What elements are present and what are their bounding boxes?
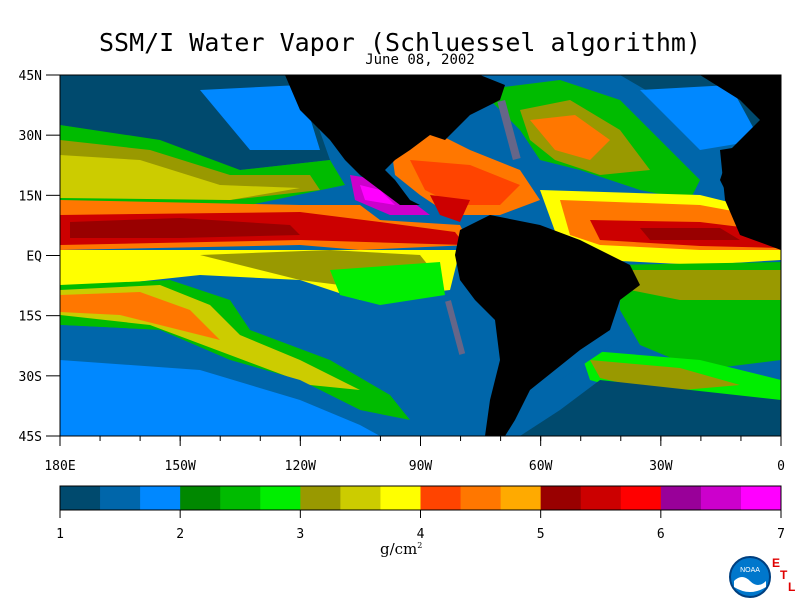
lat-label: EQ <box>26 250 42 265</box>
africa <box>720 140 781 250</box>
north-america <box>285 75 505 205</box>
colorbar-label: 4 <box>417 527 425 542</box>
lon-label: 90W <box>409 459 433 474</box>
noaa-logo: NOAA <box>729 556 771 598</box>
colorbar-swatch <box>660 486 702 510</box>
lon-label: 120W <box>285 459 316 474</box>
colorbar-label: 5 <box>537 527 545 542</box>
colorbar-unit: g/cm2 <box>380 540 423 558</box>
colorbar-swatch <box>340 486 381 510</box>
colorbar-swatch <box>180 486 221 510</box>
colorbar-swatch <box>300 486 341 510</box>
south-america <box>455 215 640 436</box>
colorbar-label: 2 <box>176 527 184 542</box>
lat-label: 45N <box>19 69 42 84</box>
colorbar-swatch <box>500 486 542 510</box>
map-field <box>60 75 781 436</box>
lon-label: 60W <box>529 459 553 474</box>
colorbar-swatch <box>540 486 582 510</box>
lon-label: 0 <box>777 459 785 474</box>
lat-label: 15S <box>19 310 42 325</box>
colorbar-label: 1 <box>56 527 64 542</box>
etl-letter-t: T <box>780 568 788 582</box>
lat-label: 15N <box>19 189 42 204</box>
chart-title: SSM/I Water Vapor (Schluessel algorithm) <box>98 28 702 57</box>
lon-label: 30W <box>649 459 673 474</box>
colorbar-swatch <box>100 486 141 510</box>
lon-label: 150W <box>165 459 196 474</box>
longitude-axis: 180E 150W 120W 90W 60W 30W 0 <box>44 436 785 474</box>
colorbar-swatch <box>460 486 502 510</box>
lon-label: 180E <box>44 459 75 474</box>
colorbar-swatch <box>580 486 622 510</box>
svg-text:NOAA: NOAA <box>740 567 760 574</box>
lat-label: 30N <box>19 129 42 144</box>
colorbar-label: 3 <box>296 527 304 542</box>
colorbar-swatch <box>60 486 101 510</box>
chart-date: June 08, 2002 <box>365 52 475 68</box>
lat-label: 45S <box>19 430 42 445</box>
colorbar-swatch <box>420 486 462 510</box>
colorbar-swatch <box>260 486 301 510</box>
colorbar-swatch <box>380 486 421 510</box>
colorbar-swatch <box>220 486 261 510</box>
colorbar-swatch <box>700 486 742 510</box>
lat-label: 30S <box>19 370 42 385</box>
etl-letter-e: E <box>772 556 781 570</box>
latitude-axis: 45N 30N 15N EQ 15S 30S 45S <box>19 69 60 445</box>
colorbar-swatch <box>620 486 662 510</box>
colorbar-label: 6 <box>657 527 665 542</box>
etl-letter-l: L <box>788 580 796 594</box>
colorbar-label: 7 <box>777 527 785 542</box>
colorbar: 1 2 3 4 5 6 7 <box>56 485 785 542</box>
colorbar-swatch <box>740 486 782 510</box>
colorbar-swatch <box>140 486 181 510</box>
